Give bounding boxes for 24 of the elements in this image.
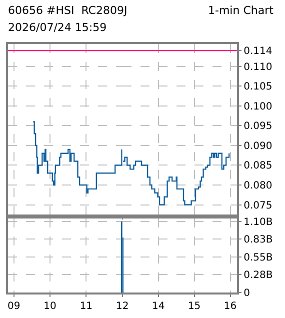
- x-tick-label: 09: [7, 301, 20, 312]
- y-tick-label: 1.10B: [244, 216, 273, 228]
- y-tick-label: 0.114: [244, 46, 272, 58]
- y-tick-label: 0.110: [244, 62, 272, 73]
- text: 1-min Chart: [208, 4, 274, 17]
- y-tick-label: 0.105: [244, 82, 272, 93]
- x-tick-label: 16: [224, 301, 237, 312]
- y-tick-label: 0.095: [244, 121, 272, 132]
- y-tick-label: 0.085: [244, 160, 272, 172]
- y-tick-label: 0.075: [244, 200, 272, 212]
- x-tick-label: 11: [80, 301, 93, 312]
- chart-title: 60656 #HSI RC2809J: [8, 4, 128, 17]
- x-tick-label: 12: [116, 301, 129, 312]
- text: 2026/07/24 15:59: [8, 21, 107, 34]
- y-tick-label: 0.28B: [244, 270, 273, 282]
- y-tick-label: 0.080: [244, 180, 272, 192]
- y-tick-label: 0: [244, 288, 250, 299]
- y-tick-label: 0.090: [244, 140, 272, 152]
- y-tick-label: 0.55B: [244, 252, 273, 264]
- x-tick-label: 14: [152, 301, 165, 312]
- y-tick-label: 0.83B: [244, 234, 273, 246]
- x-tick-label: 15: [188, 301, 201, 312]
- x-tick-label: 10: [44, 301, 56, 312]
- y-tick-label: 0.100: [244, 101, 272, 112]
